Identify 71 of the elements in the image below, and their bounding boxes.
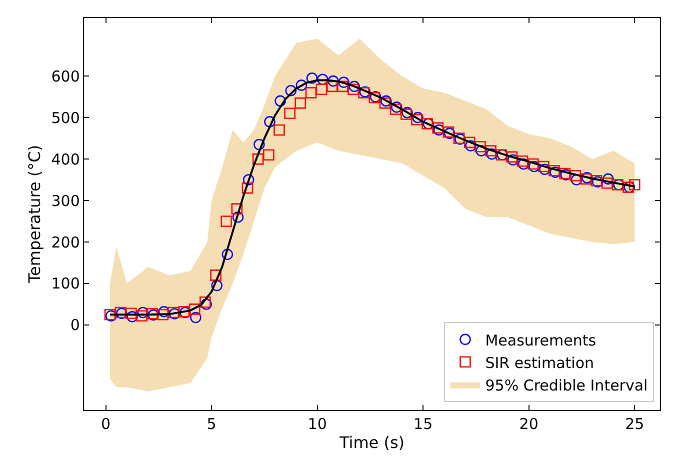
- point: [242, 182, 254, 194]
- point: [527, 158, 539, 170]
- point: [157, 308, 169, 320]
- point: [476, 145, 487, 156]
- point: [348, 84, 359, 95]
- point: [254, 138, 265, 150]
- point: [474, 140, 486, 152]
- point: [465, 140, 476, 152]
- point: [231, 203, 243, 214]
- point: [211, 280, 222, 292]
- legend-label: SIR estimation: [485, 354, 594, 372]
- y-tick-label: 300: [51, 192, 80, 210]
- point: [464, 136, 476, 148]
- point: [539, 164, 550, 176]
- x-tick-label: 5: [206, 415, 216, 434]
- x-tick-label: 15: [414, 415, 433, 434]
- point: [570, 170, 582, 182]
- point: [516, 155, 528, 167]
- point: [601, 177, 613, 189]
- point: [506, 151, 518, 163]
- x-tick-label: 0: [101, 415, 111, 434]
- point: [285, 84, 297, 96]
- point: [518, 158, 530, 170]
- y-tick-label: 200: [51, 233, 80, 252]
- point: [337, 80, 348, 92]
- point: [348, 80, 360, 92]
- point: [326, 80, 338, 92]
- point: [220, 216, 232, 227]
- point: [137, 306, 148, 318]
- point: [222, 248, 234, 260]
- point: [252, 153, 264, 165]
- point: [136, 310, 148, 322]
- point: [158, 306, 170, 318]
- x-tick-label: 20: [519, 415, 538, 434]
- y-tick-label: 100: [51, 274, 80, 293]
- y-axis-title: Temperature (°C): [25, 144, 44, 284]
- x-tick-label: 25: [625, 415, 644, 434]
- y-tick-label: 600: [51, 67, 80, 86]
- point: [274, 124, 285, 136]
- point: [284, 108, 296, 120]
- point: [538, 160, 550, 172]
- point: [602, 173, 614, 185]
- point: [306, 72, 318, 84]
- legend-label: 95% Credible Interval: [485, 376, 648, 394]
- point: [294, 97, 306, 109]
- point: [274, 95, 286, 107]
- point: [296, 80, 308, 91]
- x-tick-label: 10: [308, 415, 327, 434]
- point: [528, 160, 540, 172]
- point: [210, 270, 222, 281]
- point: [263, 149, 274, 161]
- point: [190, 312, 202, 324]
- x-axis-title: Time (s): [338, 432, 405, 452]
- point: [507, 154, 519, 166]
- y-tick-label: 400: [51, 150, 80, 168]
- point: [338, 76, 350, 88]
- point: [328, 75, 339, 87]
- point: [316, 74, 328, 86]
- point: [628, 179, 640, 190]
- legend-label: Measurements: [485, 331, 596, 350]
- point: [232, 211, 244, 223]
- point: [188, 304, 200, 315]
- point: [316, 84, 328, 95]
- y-tick-label: 0: [70, 316, 80, 334]
- point: [126, 308, 137, 319]
- point: [305, 87, 317, 98]
- point: [264, 116, 276, 128]
- y-tick-label: 500: [51, 108, 80, 127]
- point: [242, 174, 254, 186]
- point: [126, 311, 138, 322]
- point: [485, 145, 496, 156]
